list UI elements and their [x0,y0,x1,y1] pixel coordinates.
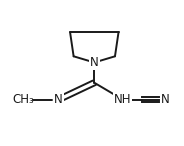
Text: N: N [161,93,170,106]
Text: NH: NH [114,93,132,106]
Text: N: N [54,93,63,106]
Text: CH₃: CH₃ [12,93,34,106]
Text: N: N [90,56,99,69]
